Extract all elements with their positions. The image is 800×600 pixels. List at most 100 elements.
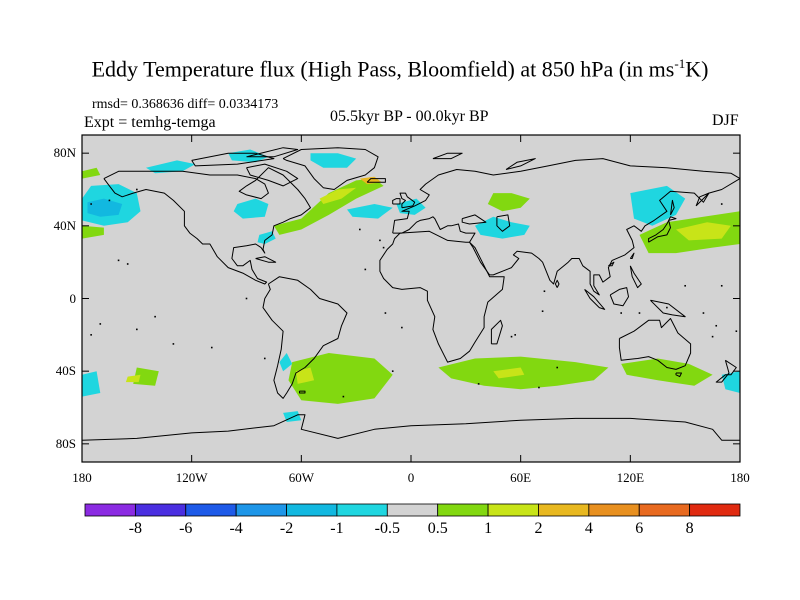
colorbar-label: -0.5 bbox=[374, 520, 400, 537]
coastline-falklands bbox=[299, 390, 306, 394]
lon-tick-label: 0 bbox=[407, 470, 415, 485]
colorbar-label: 8 bbox=[685, 520, 694, 537]
lon-tick-label: 60E bbox=[510, 470, 532, 485]
coastline-caspian-sea bbox=[496, 214, 511, 232]
coastline-kamchatka bbox=[695, 192, 710, 207]
island-dot bbox=[556, 366, 559, 369]
period-label: 05.5kyr BP - 00.0kyr BP bbox=[330, 108, 489, 125]
coastline-philippines bbox=[629, 265, 642, 289]
coastline-british-isles bbox=[399, 192, 416, 209]
coastline-eurasia-africa bbox=[392, 158, 741, 296]
coastline-new-guinea bbox=[650, 299, 686, 318]
anomaly-region-arctic-canada-negative bbox=[146, 160, 196, 174]
coastline-australia bbox=[618, 318, 692, 370]
colorbar-swatch bbox=[286, 503, 338, 517]
map-background bbox=[82, 135, 740, 462]
coastline-sumatra bbox=[584, 289, 606, 310]
colorbar-label: 0.5 bbox=[427, 520, 448, 537]
anomaly-region-south-pacific-positive bbox=[133, 367, 159, 386]
anomaly-region-mideast-negative bbox=[475, 216, 530, 239]
island-dot bbox=[342, 395, 345, 398]
colorbar-label: 1 bbox=[484, 520, 493, 537]
anomaly-region-east-us-negative bbox=[257, 231, 276, 244]
island-dot bbox=[382, 246, 385, 249]
colorbar-label: 6 bbox=[635, 520, 644, 537]
anomaly-region-south-atlantic-positive bbox=[288, 353, 393, 404]
lat-tick-label: 40S bbox=[55, 363, 76, 379]
island-dot bbox=[541, 310, 544, 313]
island-dot bbox=[538, 386, 540, 389]
anomaly-region-north-pacific-positive bbox=[82, 225, 104, 239]
lon-tick-label: 180 bbox=[730, 470, 750, 485]
anomaly-region-south-atlantic-yellow bbox=[295, 367, 315, 384]
coastline-arctic-islands bbox=[191, 152, 275, 167]
island-dot bbox=[477, 383, 480, 385]
coastline-ellesmere bbox=[246, 147, 299, 158]
colorbar-swatch bbox=[235, 503, 287, 517]
plot-title: Eddy Temperature flux (High Pass, Bloomf… bbox=[91, 56, 709, 82]
anomaly-region-north-pacific-core bbox=[87, 198, 123, 217]
anomaly-region-mid-atlantic-negative bbox=[347, 204, 393, 219]
colorbar-label: -1 bbox=[330, 520, 344, 537]
experiment-label: Expt = temhg-temga bbox=[84, 114, 216, 131]
anomaly-region-south-indian-yellow bbox=[493, 367, 525, 379]
island-dot bbox=[720, 203, 723, 205]
anomaly-region-south-pacific-negative bbox=[82, 371, 101, 397]
coastline-madagascar bbox=[490, 319, 503, 345]
coastline-antarctica bbox=[81, 414, 740, 441]
colorbar-swatch bbox=[588, 503, 640, 517]
coastline-new-zealand bbox=[715, 359, 737, 383]
island-dot bbox=[401, 326, 403, 329]
anomaly-region-labrador-negative bbox=[233, 198, 269, 219]
coastline-iceland bbox=[366, 178, 386, 183]
island-dot bbox=[379, 239, 381, 242]
colorbar-swatch bbox=[487, 503, 539, 517]
lat-tick-label: 80N bbox=[53, 145, 76, 161]
anomaly-region-south-america-negative bbox=[279, 353, 293, 372]
island-dot bbox=[702, 312, 705, 314]
colorbar-swatch bbox=[638, 503, 691, 517]
coastline-black-sea bbox=[461, 214, 487, 225]
anomaly-region-east-asia-negative bbox=[630, 185, 686, 226]
colorbar-swatch bbox=[84, 503, 136, 517]
coastline-baffin-island bbox=[246, 163, 299, 187]
lat-tick-label: 0 bbox=[69, 290, 77, 306]
island-dot bbox=[172, 343, 175, 345]
anomaly-region-northwest-pacific-yellow bbox=[676, 222, 731, 241]
coastline-sri-lanka bbox=[554, 279, 560, 288]
island-dot bbox=[108, 199, 111, 202]
colorbar-label: 4 bbox=[584, 520, 593, 537]
colorbar-label: -4 bbox=[229, 520, 243, 537]
island-dot bbox=[638, 312, 641, 314]
coastline-greenland bbox=[282, 147, 379, 190]
lon-tick-label: 60W bbox=[288, 470, 314, 485]
island-dot bbox=[384, 312, 387, 314]
coastline-tasmania bbox=[675, 372, 682, 378]
anomaly-region-alaska-positive bbox=[82, 167, 101, 179]
coastline-south-america bbox=[262, 276, 348, 399]
island-dot bbox=[543, 290, 546, 293]
island-dot bbox=[136, 188, 138, 191]
coastline-japan bbox=[648, 216, 677, 243]
anomaly-region-atlantic-positive bbox=[273, 178, 384, 235]
island-dot bbox=[711, 335, 714, 338]
colorbar-swatch bbox=[437, 503, 489, 517]
anomaly-region-siberia-positive bbox=[487, 193, 530, 212]
coastline-cuba bbox=[255, 256, 277, 263]
lat-tick-label: 80S bbox=[55, 435, 76, 451]
island-dot bbox=[263, 357, 266, 360]
anomaly-region-greenland-negative bbox=[310, 153, 357, 168]
colorbar-swatch bbox=[386, 503, 439, 517]
island-dot bbox=[684, 284, 686, 287]
island-dot bbox=[514, 334, 516, 336]
island-dot bbox=[126, 263, 129, 265]
coastline-borneo bbox=[609, 287, 629, 307]
island-dot bbox=[715, 324, 718, 327]
colorbar-label: 2 bbox=[534, 520, 543, 537]
colorbar-swatch bbox=[538, 503, 590, 517]
colorbar-swatch bbox=[689, 503, 741, 517]
coastline-svalbard bbox=[432, 152, 463, 160]
coastline-africa bbox=[379, 230, 505, 363]
island-dot bbox=[154, 315, 156, 318]
colorbar-swatch bbox=[134, 503, 187, 517]
